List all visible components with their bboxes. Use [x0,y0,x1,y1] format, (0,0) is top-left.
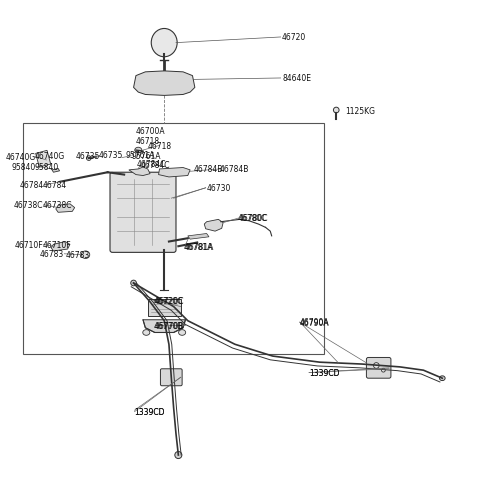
Ellipse shape [151,30,177,58]
Text: 46718: 46718 [147,142,171,151]
Text: 46710F: 46710F [43,241,71,250]
Text: 46720C: 46720C [155,296,184,305]
Text: 84640E: 84640E [282,74,311,83]
Polygon shape [133,72,195,96]
Polygon shape [204,220,223,231]
FancyBboxPatch shape [110,173,176,253]
Text: 46783: 46783 [40,250,64,259]
Polygon shape [129,168,150,176]
Bar [36,151,51,168]
Ellipse shape [131,281,136,286]
Ellipse shape [81,252,90,259]
Polygon shape [158,168,190,177]
Text: 46770B: 46770B [154,321,183,330]
Text: 46780C: 46780C [239,214,268,223]
Polygon shape [188,234,209,239]
Polygon shape [52,169,60,173]
Polygon shape [51,242,70,252]
Text: 46783: 46783 [65,250,89,259]
Text: 95840: 95840 [34,162,59,171]
Text: 1339CD: 1339CD [134,407,165,416]
Ellipse shape [373,363,379,369]
Ellipse shape [440,376,445,381]
Text: 46781A: 46781A [184,242,214,252]
Text: 46770B: 46770B [155,321,184,330]
Text: 46738C: 46738C [43,201,72,210]
Text: 46720C: 46720C [154,296,183,305]
Text: 46784: 46784 [19,181,44,190]
Text: 46784B: 46784B [220,165,249,174]
Text: 46735: 46735 [98,151,122,160]
Text: 46700A: 46700A [135,127,165,136]
Text: 1339CD: 1339CD [310,368,340,377]
Text: 46710F: 46710F [14,240,43,249]
Ellipse shape [382,369,385,372]
Ellipse shape [175,451,182,458]
Text: 1125KG: 1125KG [346,106,376,115]
Ellipse shape [135,148,142,154]
Text: 95761A: 95761A [126,151,155,160]
Polygon shape [148,300,180,316]
Text: 46740G: 46740G [6,153,36,162]
Text: 46790A: 46790A [300,317,329,326]
Text: 46784: 46784 [43,180,67,189]
Text: 46790A: 46790A [300,318,330,327]
Text: 1339CD: 1339CD [134,407,165,416]
Text: 46738C: 46738C [14,201,44,210]
Text: 46784B: 46784B [193,165,223,174]
Polygon shape [56,204,75,213]
Text: 46718: 46718 [136,137,160,146]
Ellipse shape [143,330,150,336]
Ellipse shape [334,108,339,114]
Bar [23,123,324,354]
Text: 46781A: 46781A [185,242,215,251]
Text: 1339CD: 1339CD [309,368,339,377]
Text: 46735: 46735 [75,152,100,161]
FancyBboxPatch shape [366,358,391,378]
Text: 46784C: 46784C [141,161,170,170]
Text: 95840: 95840 [12,162,36,171]
FancyBboxPatch shape [160,369,182,386]
Text: 95761A: 95761A [131,152,161,161]
Ellipse shape [179,330,186,336]
Text: 46740G: 46740G [34,152,64,161]
Text: 46784C: 46784C [137,160,167,169]
Text: 46730: 46730 [206,184,231,193]
Ellipse shape [86,156,91,161]
Text: 46720: 46720 [282,34,306,43]
Text: 46780C: 46780C [237,213,267,222]
Polygon shape [143,320,185,333]
